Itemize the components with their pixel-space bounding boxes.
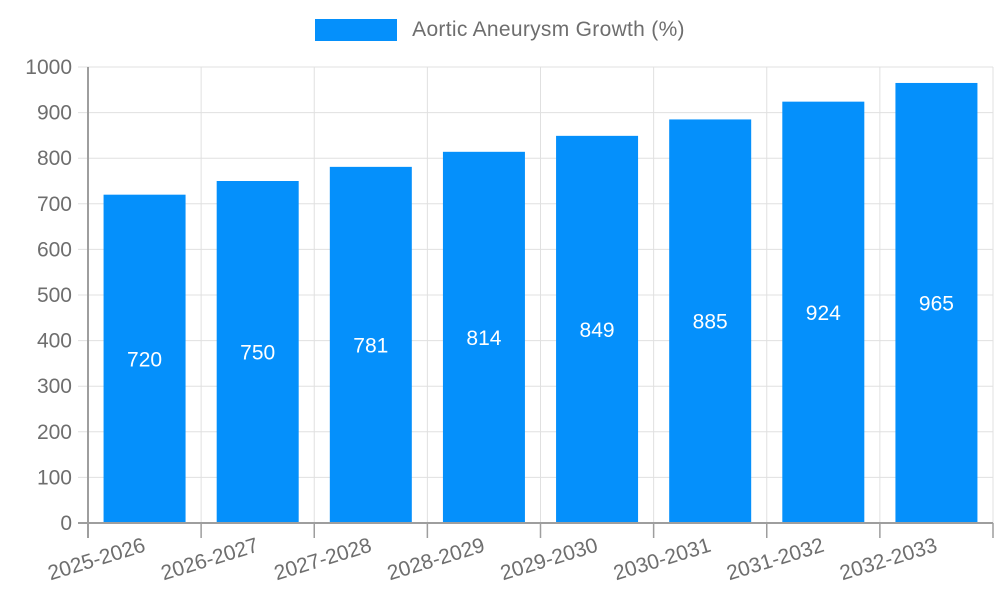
bar[interactable]	[442, 151, 525, 524]
bar-value-label: 924	[806, 302, 841, 325]
x-tick-label: 2029-2030	[498, 534, 601, 585]
legend-label[interactable]: Aortic Aneurysm Growth (%)	[412, 18, 685, 41]
bar-value-label: 720	[127, 348, 162, 371]
bar[interactable]	[216, 181, 299, 523]
x-tick-label: 2028-2029	[385, 534, 488, 585]
bar-value-label: 965	[919, 292, 954, 315]
x-tick-label: 2032-2033	[837, 534, 940, 585]
x-tick-label: 2025-2026	[45, 534, 148, 585]
bar[interactable]	[669, 119, 752, 523]
bar[interactable]	[782, 101, 865, 523]
y-tick-label: 800	[37, 147, 72, 170]
bar[interactable]	[103, 194, 186, 523]
bar[interactable]	[329, 166, 412, 523]
bar-value-label: 750	[240, 342, 275, 365]
x-tick-label: 2027-2028	[272, 534, 375, 585]
y-tick-label: 1000	[25, 56, 72, 79]
legend-swatch[interactable]	[315, 19, 398, 41]
y-tick-label: 200	[37, 421, 72, 444]
x-tick-label: 2031-2032	[724, 534, 827, 585]
bar[interactable]	[556, 135, 639, 523]
y-tick-label: 700	[37, 193, 72, 216]
legend[interactable]: Aortic Aneurysm Growth (%)	[0, 18, 1000, 42]
y-tick-label: 500	[37, 284, 72, 307]
x-tick-label: 2026-2027	[158, 534, 261, 585]
y-tick-label: 300	[37, 375, 72, 398]
bar-value-label: 814	[466, 327, 501, 350]
y-tick-label: 900	[37, 102, 72, 125]
bar[interactable]	[895, 82, 978, 524]
y-tick-label: 100	[37, 466, 72, 489]
y-tick-label: 0	[60, 512, 72, 535]
y-tick-label: 600	[37, 238, 72, 261]
x-tick-label: 2030-2031	[611, 534, 714, 585]
bar-value-label: 849	[580, 319, 615, 342]
bar-value-label: 781	[353, 334, 388, 357]
bar-value-label: 885	[693, 311, 728, 334]
y-tick-label: 400	[37, 330, 72, 353]
